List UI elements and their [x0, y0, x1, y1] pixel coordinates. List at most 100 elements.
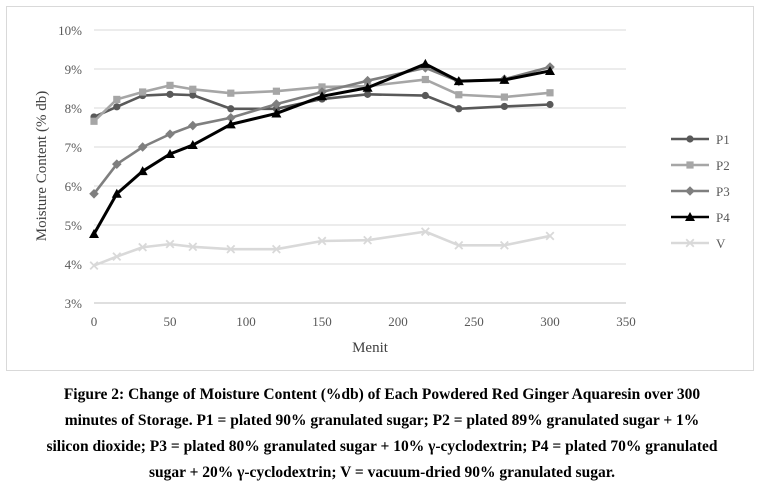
legend-label: V [716, 236, 726, 251]
series-p2-point [272, 87, 280, 95]
axes: 3% 4% 5% 6% 7% 8% 9% 10% 0 50 100 150 200 250 300 350 [58, 23, 636, 329]
legend-p2-point [686, 161, 694, 169]
series-v-point [363, 235, 373, 245]
series-p4-point [137, 166, 148, 176]
series-p1-point [166, 90, 174, 98]
series-p4-point [317, 91, 327, 101]
chart-area [6, 6, 754, 371]
series-v-point [165, 239, 175, 249]
series-p2-point [455, 91, 463, 99]
series-p2-point [318, 83, 326, 91]
series-p4-point [111, 188, 122, 198]
y-tick-label: 7% [65, 140, 83, 155]
series-p2-point [139, 88, 147, 96]
series-p4-point [271, 108, 282, 118]
series-p3-point [226, 112, 236, 123]
y-axis-title: Moisture Content (% db) [34, 91, 50, 241]
y-tick-label: 8% [65, 101, 83, 116]
series-p4 [89, 58, 555, 238]
x-axis-title: Menit [352, 340, 389, 356]
legend-p1-point [686, 135, 694, 143]
series-p4-point [499, 74, 510, 84]
series-p2-point [421, 75, 429, 84]
series-lines [89, 58, 555, 270]
legend-label: P4 [716, 210, 730, 225]
y-tick-label: 10% [58, 23, 82, 38]
series-p4-point [545, 65, 555, 75]
series-v-point [112, 252, 122, 262]
x-tick-label: 300 [540, 314, 560, 329]
series-p1-point [227, 105, 235, 113]
x-tick-label: 100 [236, 314, 256, 329]
series-p1-point [189, 91, 197, 99]
legend-p4-point [685, 212, 695, 221]
y-tick-label: 3% [65, 296, 83, 311]
series-p1-point [546, 100, 554, 109]
line-chart: 3% 4% 5% 6% 7% 8% 9% 10% 0 50 100 150 200 250 300 350 P… [34, 23, 730, 356]
series-v-point [454, 240, 464, 250]
y-tick-label: 4% [65, 257, 83, 272]
series-v-point [271, 244, 281, 254]
series-v-point [545, 231, 555, 241]
series-p3 [89, 62, 555, 199]
series-p4-point [225, 119, 236, 129]
series-p2-point [500, 93, 508, 101]
series-p2-point [189, 85, 197, 93]
legend-item-v: V [671, 236, 726, 251]
figure-caption: Figure 2: Change of Moisture Content (%d… [14, 382, 750, 486]
series-p4-point [89, 228, 99, 238]
series-p1-point [364, 90, 372, 98]
series-v-point [499, 240, 509, 250]
series-p2-point [166, 81, 174, 89]
series-v [89, 227, 555, 270]
series-p1-point [421, 91, 429, 100]
caption-line-1: Figure 2: Change of Moisture Content (%d… [63, 386, 701, 403]
series-p4-point [420, 58, 431, 68]
legend-label: P3 [716, 184, 730, 199]
series-p3-point [112, 159, 122, 169]
gridlines [94, 29, 626, 304]
caption-line-4: sugar + 20% γ-cyclodextrin; V = vacuum-d… [148, 464, 616, 481]
series-p4-point [362, 82, 373, 92]
y-tick-label: 5% [65, 218, 83, 233]
legend-item-p2: P2 [671, 158, 730, 173]
series-p3-point [165, 129, 175, 139]
series-p3-point [271, 99, 282, 109]
series-p1-point [500, 102, 508, 111]
series-p4-point [187, 140, 198, 150]
legend-p3-point [685, 186, 695, 196]
x-tick-label: 150 [312, 314, 332, 329]
series-p2-point [546, 89, 554, 97]
x-tick-label: 0 [91, 314, 98, 329]
series-p1-point [455, 105, 463, 113]
series-v-point [188, 242, 198, 252]
legend-item-p3: P3 [671, 184, 730, 199]
x-tick-label: 250 [464, 314, 484, 329]
caption-line-2: minutes of Storage. P1 = plated 90% gran… [64, 412, 700, 429]
series-p4-point [165, 149, 175, 159]
y-tick-label: 9% [65, 62, 83, 77]
legend-label: P1 [716, 132, 730, 147]
series-p2-point [227, 89, 235, 97]
series-v-point [420, 227, 430, 237]
series-p3-point [89, 189, 99, 199]
series-p2-point [90, 117, 98, 125]
y-tick-label: 6% [65, 179, 83, 194]
legend-label: P2 [716, 158, 730, 173]
series-p1-point [113, 103, 121, 111]
caption-line-3: silicon dioxide; P3 = plated 80% granula… [46, 438, 718, 455]
series-p2-point [113, 95, 121, 104]
series-p4-point [453, 76, 464, 86]
x-tick-label: 350 [616, 314, 636, 329]
x-tick-label: 200 [388, 314, 408, 329]
legend-v-point [685, 238, 695, 248]
legend: P1 P2 P3 P4 V [671, 132, 730, 251]
series-p3-point [188, 120, 198, 131]
x-tick-label: 50 [164, 314, 177, 329]
series-v-point [138, 242, 148, 252]
series-v-point [226, 244, 236, 254]
legend-item-p1: P1 [671, 132, 730, 147]
series-v-point [317, 236, 327, 246]
series-p3-point [362, 75, 373, 86]
series-line-v [93, 230, 551, 267]
